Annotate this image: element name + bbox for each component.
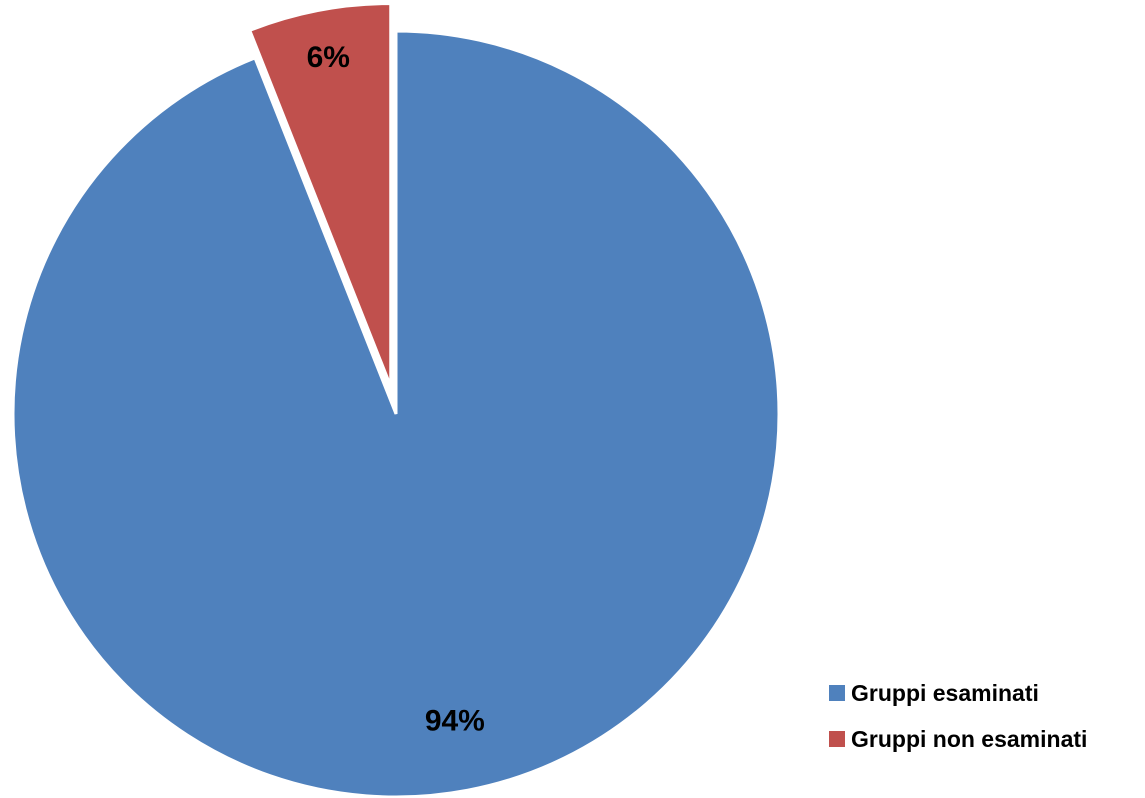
- legend-item-gruppi-non-esaminati: Gruppi non esaminati: [829, 722, 1145, 756]
- pie-data-labels: 94% 6%: [307, 41, 485, 737]
- pie-slice-gruppi-non-esaminati: [247, 1, 393, 388]
- pie-slice-gruppi-esaminati: [11, 29, 781, 798]
- legend-swatch-gruppi-non-esaminati: [829, 731, 845, 747]
- chart-legend: Gruppi esaminati Gruppi non esaminati: [829, 676, 1145, 768]
- legend-swatch-gruppi-esaminati: [829, 685, 845, 701]
- data-label-gruppi-non-esaminati: 6%: [307, 41, 350, 74]
- legend-label-gruppi-non-esaminati: Gruppi non esaminati: [851, 725, 1088, 752]
- legend-item-gruppi-esaminati: Gruppi esaminati: [829, 676, 1145, 710]
- legend-label-gruppi-esaminati: Gruppi esaminati: [851, 679, 1039, 706]
- pie-slices: [11, 1, 781, 798]
- data-label-gruppi-esaminati: 94%: [425, 704, 485, 737]
